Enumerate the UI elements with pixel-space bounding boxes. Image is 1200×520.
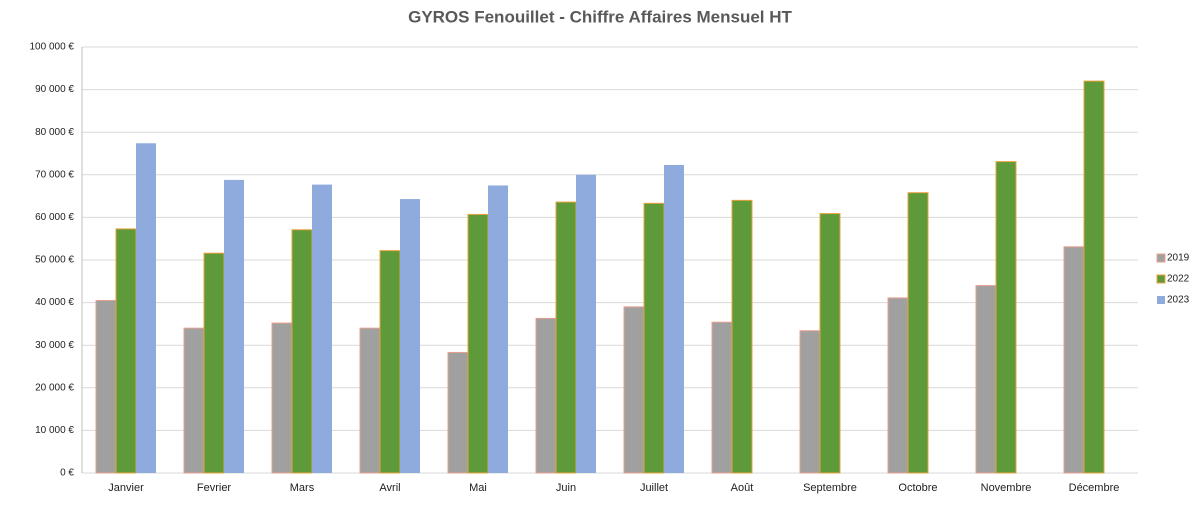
y-tick-label: 10 000 € [35, 425, 74, 436]
bar [576, 174, 596, 474]
bar [379, 250, 401, 474]
x-tick-label: Fevrier [197, 482, 232, 494]
bar [467, 213, 489, 474]
bar [664, 165, 684, 473]
y-tick-label: 90 000 € [35, 84, 74, 95]
bar [291, 229, 313, 474]
x-tick-label: Mai [469, 482, 487, 494]
x-tick-label: Septembre [803, 482, 857, 494]
bar [535, 317, 557, 474]
legend-label: 2023 [1167, 295, 1190, 306]
y-tick-label: 60 000 € [35, 212, 74, 223]
legend-label: 2022 [1167, 274, 1190, 285]
bar [995, 161, 1017, 474]
y-tick-label: 100 000 € [30, 42, 75, 53]
y-tick-label: 20 000 € [35, 382, 74, 393]
bar [359, 327, 381, 474]
bar [887, 297, 909, 474]
y-tick-label: 50 000 € [35, 255, 74, 266]
bar [183, 327, 205, 474]
bar [1063, 246, 1085, 474]
bar [711, 321, 733, 474]
bar [400, 199, 420, 473]
legend-label: 2019 [1167, 253, 1190, 264]
legend-swatch [1156, 253, 1166, 263]
bar [975, 285, 997, 474]
bar [799, 330, 821, 474]
bar [907, 192, 929, 474]
x-tick-label: Janvier [108, 482, 144, 494]
y-tick-label: 0 € [60, 468, 74, 479]
legend-swatch [1156, 274, 1166, 284]
bar [623, 306, 645, 474]
bar [224, 179, 244, 474]
x-tick-label: Août [731, 482, 754, 494]
bar [271, 322, 293, 474]
bar [136, 143, 156, 473]
bar [643, 202, 665, 474]
y-tick-label: 80 000 € [35, 127, 74, 138]
x-tick-label: Mars [290, 482, 315, 494]
x-tick-label: Juin [556, 482, 576, 494]
bar [731, 199, 753, 474]
x-tick-label: Juillet [640, 482, 668, 494]
bar [819, 213, 841, 474]
y-tick-label: 70 000 € [35, 169, 74, 180]
bar [115, 228, 137, 474]
chart-title: GYROS Fenouillet - Chiffre Affaires Mens… [408, 7, 792, 26]
x-tick-label: Novembre [981, 482, 1032, 494]
y-tick-label: 30 000 € [35, 340, 74, 351]
bar [95, 299, 117, 474]
y-tick-label: 40 000 € [35, 297, 74, 308]
bar [312, 184, 332, 473]
legend-swatch [1157, 296, 1165, 304]
bar [447, 351, 469, 474]
bar [203, 252, 225, 474]
x-tick-label: Avril [379, 482, 400, 494]
bar [555, 201, 577, 474]
x-tick-label: Décembre [1069, 482, 1120, 494]
bar [488, 185, 508, 473]
bar [1083, 80, 1105, 474]
x-tick-label: Octobre [898, 482, 937, 494]
